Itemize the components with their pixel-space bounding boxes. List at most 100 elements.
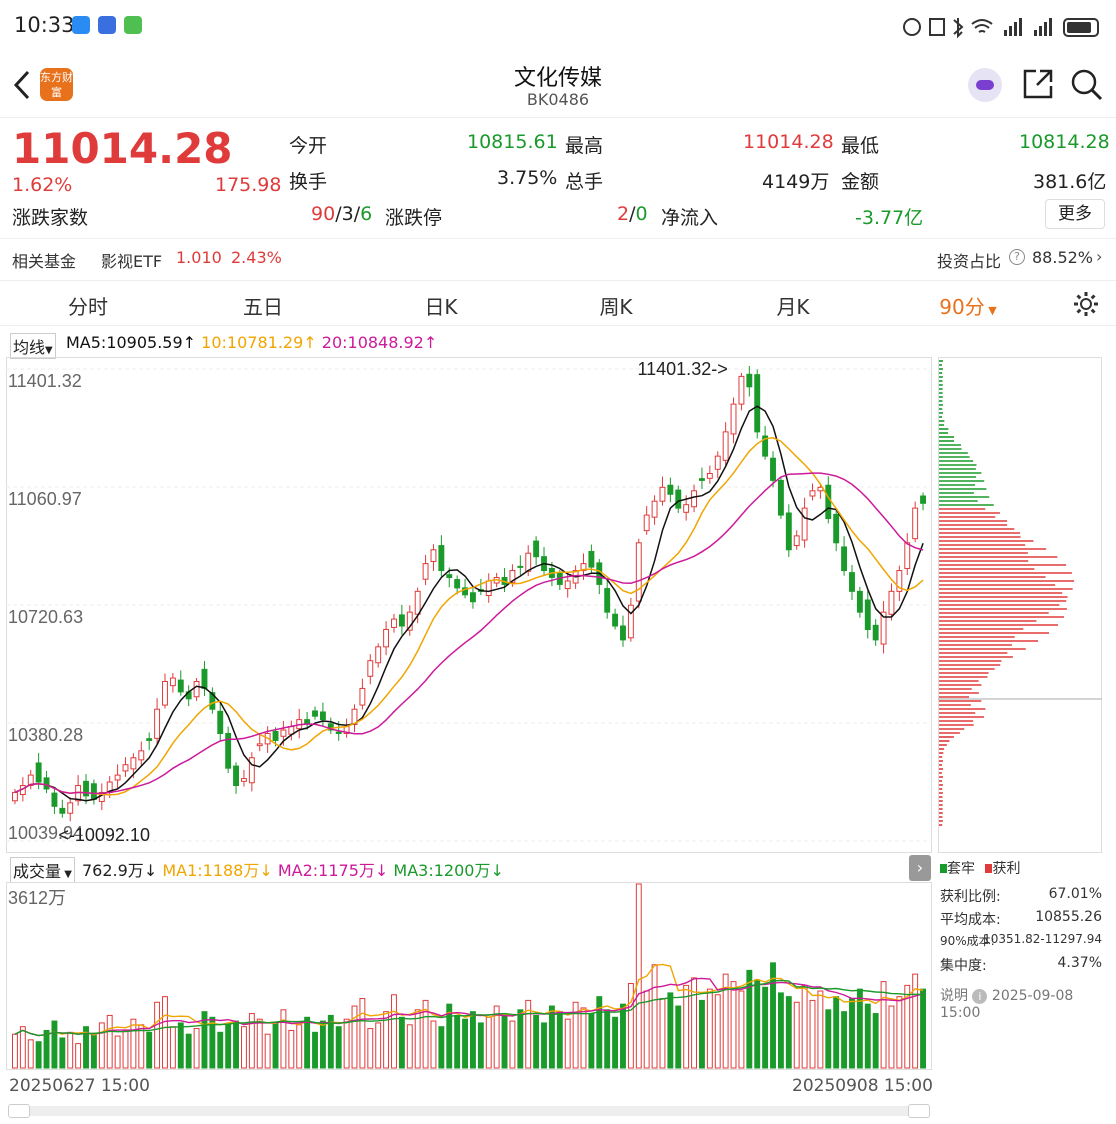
ma-toggle-label: 均线 bbox=[13, 338, 46, 357]
volume-bar bbox=[509, 1020, 516, 1069]
candle-body bbox=[651, 500, 658, 518]
info-icon: i bbox=[972, 989, 988, 1004]
volume-bar bbox=[817, 990, 824, 1069]
assistant-avatar[interactable] bbox=[968, 68, 1002, 102]
candle-body bbox=[777, 479, 784, 516]
volume-bar bbox=[462, 1018, 468, 1069]
ma20-line bbox=[14, 472, 924, 795]
tab-daily[interactable]: 日K bbox=[424, 295, 458, 319]
share-icon[interactable] bbox=[1022, 68, 1054, 100]
logo-text: 东方财富 bbox=[40, 71, 73, 99]
volume-bar bbox=[762, 986, 769, 1069]
more-button[interactable]: 更多 bbox=[1045, 199, 1105, 229]
candle-body bbox=[754, 374, 761, 433]
invest-ratio-label[interactable]: 投资占比 bbox=[937, 252, 1002, 271]
candle-body bbox=[83, 780, 89, 797]
chip-info-value: 10855.26 bbox=[1035, 909, 1102, 925]
volume-bar bbox=[699, 999, 705, 1069]
limit-down: 0 bbox=[635, 203, 648, 225]
y-tick-label: 10720.63 bbox=[8, 607, 83, 627]
volume-bar bbox=[785, 996, 792, 1069]
ma10-arrow: ↑ bbox=[303, 333, 317, 352]
volume-bar bbox=[714, 994, 721, 1069]
low-annotation: <-10092.10 bbox=[58, 825, 150, 845]
updown-value: 90/3/6 bbox=[311, 203, 373, 225]
volume-bar bbox=[548, 1005, 555, 1069]
range-handle-left[interactable] bbox=[8, 1104, 30, 1118]
chip-distribution-chart bbox=[938, 357, 1102, 853]
netflow-label: 净流入 bbox=[661, 207, 719, 229]
volume-bar bbox=[319, 1020, 326, 1069]
range-scrollbar[interactable] bbox=[8, 1104, 930, 1118]
volume-bar bbox=[169, 1026, 176, 1069]
help-icon[interactable]: ? bbox=[1009, 249, 1025, 265]
volume-bar bbox=[201, 1011, 208, 1069]
tab-90min[interactable]: 90分 ▼ bbox=[918, 291, 1018, 320]
volume-bar bbox=[398, 1016, 405, 1069]
candle-body bbox=[517, 565, 524, 568]
chevron-right-icon[interactable]: › bbox=[1096, 247, 1103, 266]
open-value: 10815.61 bbox=[467, 131, 558, 153]
volume-bar bbox=[572, 1001, 579, 1069]
volume-frame bbox=[6, 882, 932, 1070]
volume-bar bbox=[888, 1005, 895, 1069]
volume-bar bbox=[383, 1011, 390, 1069]
candle-body bbox=[635, 542, 642, 602]
volume-bar bbox=[675, 1005, 682, 1069]
candle-body bbox=[762, 435, 769, 457]
volume-bar bbox=[288, 1029, 295, 1069]
candle-body bbox=[730, 403, 737, 435]
candle-body bbox=[177, 679, 184, 693]
search-icon[interactable] bbox=[1070, 68, 1104, 102]
app-icon bbox=[98, 16, 116, 34]
divider bbox=[0, 238, 1116, 239]
chip-note[interactable]: 说明 i 2025-09-08 15:00 bbox=[940, 985, 1116, 1021]
volume-values: 762.9万↓ MA1:1188万↓ MA2:1175万↓ MA3:1200万↓ bbox=[82, 857, 504, 881]
volume-bar bbox=[564, 1018, 571, 1069]
volume-toggle[interactable]: 成交量 ▼ bbox=[10, 857, 75, 883]
ma-toggle[interactable]: 均线▼ bbox=[10, 333, 56, 359]
candle-body bbox=[304, 719, 311, 724]
candle-body bbox=[525, 552, 532, 572]
tab-five-day[interactable]: 五日 bbox=[243, 295, 283, 319]
range-handle-right[interactable] bbox=[908, 1104, 930, 1118]
current-price: 11014.28 bbox=[12, 124, 233, 173]
tab-weekly[interactable]: 周K bbox=[599, 295, 633, 319]
tab-intraday[interactable]: 分时 bbox=[68, 295, 108, 319]
netflow-value: -3.77亿 bbox=[855, 207, 924, 229]
volume-bar bbox=[343, 1018, 350, 1069]
candle-body bbox=[872, 624, 879, 641]
candle-body bbox=[391, 618, 397, 628]
volume-bar bbox=[920, 988, 926, 1069]
app-icon-2 bbox=[124, 16, 142, 34]
volume-bar bbox=[27, 1039, 34, 1069]
volume-bar bbox=[351, 1005, 358, 1069]
candle-body bbox=[319, 711, 326, 721]
expand-arrow-button[interactable]: › bbox=[909, 855, 931, 881]
volume-bar bbox=[406, 1024, 413, 1069]
volume-toggle-label: 成交量 bbox=[13, 862, 62, 881]
chip-info-label: 90%成本: bbox=[940, 934, 995, 948]
candle-body bbox=[256, 743, 263, 747]
volume-bar bbox=[83, 1026, 89, 1069]
chevron-left-icon[interactable] bbox=[12, 70, 34, 100]
volume-bar bbox=[904, 984, 911, 1069]
gear-icon[interactable] bbox=[1072, 290, 1100, 318]
candlestick-chart[interactable]: 11401.32 11060.97 10720.63 10380.28 10039.94… bbox=[6, 357, 932, 853]
volume-bar bbox=[59, 1037, 66, 1069]
volume-bar bbox=[588, 1013, 595, 1069]
page-title: 文化传媒 bbox=[513, 66, 602, 91]
volume-bar bbox=[501, 1013, 508, 1069]
chip-info-label: 集中度: bbox=[940, 958, 987, 974]
vol-ma2-arrow: ↓ bbox=[374, 861, 389, 880]
volume-chart: 3612万 bbox=[6, 882, 932, 1070]
candle-body bbox=[841, 546, 848, 572]
volume-bar bbox=[114, 1035, 121, 1069]
fund-name[interactable]: 影视ETF bbox=[101, 252, 163, 271]
candle-body bbox=[438, 545, 445, 572]
candle-body bbox=[59, 807, 66, 814]
candle-body bbox=[706, 472, 713, 479]
candle-body bbox=[801, 507, 808, 541]
volume-bar bbox=[825, 1009, 832, 1069]
tab-monthly[interactable]: 月K bbox=[776, 295, 810, 319]
